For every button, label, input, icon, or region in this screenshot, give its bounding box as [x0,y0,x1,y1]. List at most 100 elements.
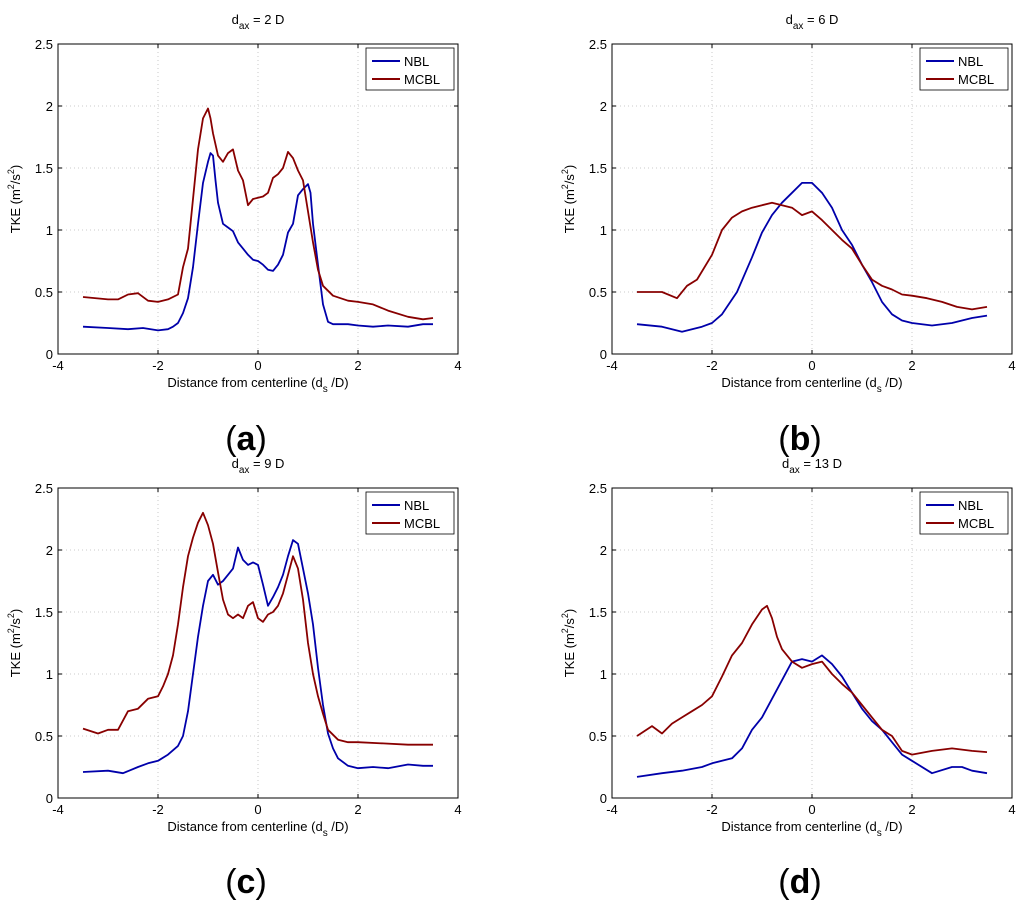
ylabel-pre: TKE (m [562,633,577,677]
y-tick-label: 0.5 [35,285,53,300]
xlabel-post: /D) [328,819,349,834]
x-tick-label: 2 [354,802,361,817]
x-tick-label: -2 [706,802,718,817]
xlabel-post: /D) [882,819,903,834]
series-line-nbl [82,539,433,775]
legend-label-mcbl: MCBL [404,72,440,87]
ylabel-pre: TKE (m [562,189,577,233]
xlabel-post: /D) [882,375,903,390]
panel-label-open: ( [225,420,237,458]
chart-panel-c: -4 -2 0 2 4 0 0.5 1 1.5 2 2.5 dax = 9 D Distance fro… [6,456,462,900]
y-tick-label: 0.5 [35,729,53,744]
panel-label-close: ) [810,420,821,458]
panel-label-letter: b [790,420,811,458]
y-tick-label: 1.5 [589,605,607,620]
title-base: d [786,12,793,27]
xlabel-pre: Distance from centerline (d [721,819,876,834]
xlabel-pre: Distance from centerline (d [167,819,322,834]
x-tick-label: -4 [606,358,618,373]
x-tick-label: -4 [52,802,64,817]
x-tick-label: -4 [606,802,618,817]
panel-label-close: ) [810,863,821,900]
x-tick-label: -2 [706,358,718,373]
xlabel-pre: Distance from centerline (d [167,375,322,390]
legend-box [365,47,455,91]
panel-label-open: ( [225,863,237,900]
x-tick-label: -2 [152,802,164,817]
legend-label-mcbl: MCBL [958,72,994,87]
title-subscript: ax [793,21,804,32]
title-rest: = 2 D [249,12,284,27]
title-subscript: ax [239,21,250,32]
x-tick-label: 4 [454,358,461,373]
x-tick-label: 4 [454,802,461,817]
ylabel-mid: /s [8,618,23,629]
chart-panel-a: -4 -2 0 2 4 0 0.5 1 1.5 2 2.5 dax = 2 D Distance fro… [6,12,462,458]
ylabel-superscript: 2 [560,628,570,633]
x-tick-label: 2 [908,358,915,373]
panel-label-letter: c [237,863,256,900]
y-tick-label: 0.5 [589,285,607,300]
panel-label-letter: a [237,420,257,458]
series-line-mcbl [82,107,434,321]
y-tick-label: 2 [600,99,607,114]
ylabel-pre: TKE (m [8,189,23,233]
chart-title: dax = 2 D [232,12,285,32]
y-tick-label: 0 [600,791,607,806]
x-tick-label: 2 [354,358,361,373]
panel-label-close: ) [255,420,266,458]
panel-label-letter: d [790,863,811,900]
title-base: d [232,456,239,471]
panel-label-open: ( [778,863,790,900]
ylabel-post: ) [562,609,577,613]
ylabel-superscript: 2 [6,628,16,633]
ylabel-mid: /s [562,174,577,185]
y-tick-label: 2 [600,543,607,558]
x-axis-label: Distance from centerline (ds /D) [721,819,902,839]
panel-label: (d) [778,863,821,900]
ylabel-pre: TKE (m [8,633,23,677]
panel-label-open: ( [778,420,790,458]
legend: NBL MCBL [919,491,1009,535]
x-tick-label: 2 [908,802,915,817]
panel-label: (b) [778,420,821,458]
xlabel-subscript: s [877,828,882,839]
y-axis-label: TKE (m2/s2) [6,165,23,234]
y-tick-label: 2.5 [35,37,53,52]
ylabel-post: ) [562,165,577,169]
title-rest: = 13 D [800,456,842,471]
xlabel-post: /D) [328,375,349,390]
legend-box [919,47,1009,91]
ylabel-superscript: 2 [6,184,16,189]
panel-label: (a) [225,420,267,458]
ylabel-superscript: 2 [6,613,16,618]
title-rest: = 9 D [249,456,284,471]
y-tick-label: 1 [46,667,53,682]
y-tick-label: 2.5 [35,481,53,496]
legend-label-mcbl: MCBL [958,516,994,531]
xlabel-subscript: s [323,828,328,839]
legend-box [365,491,455,535]
x-tick-label: -4 [52,358,64,373]
xlabel-pre: Distance from centerline (d [721,375,876,390]
y-tick-label: 0 [600,347,607,362]
x-tick-label: 0 [254,802,261,817]
plot-area [612,44,1012,354]
ylabel-superscript: 2 [560,613,570,618]
chart-title: dax = 6 D [786,12,839,32]
x-tick-label: 0 [808,358,815,373]
y-tick-label: 2 [46,99,53,114]
x-tick-label: 0 [254,358,261,373]
legend-label-nbl: NBL [404,54,429,69]
y-axis-label: TKE (m2/s2) [560,609,577,678]
panel-label-close: ) [255,863,266,900]
legend-label-nbl: NBL [958,54,983,69]
title-base: d [232,12,239,27]
y-tick-label: 1.5 [35,605,53,620]
series-line-nbl [636,654,988,778]
y-tick-label: 1 [46,223,53,238]
ylabel-superscript: 2 [560,184,570,189]
plot-area [612,488,1012,798]
